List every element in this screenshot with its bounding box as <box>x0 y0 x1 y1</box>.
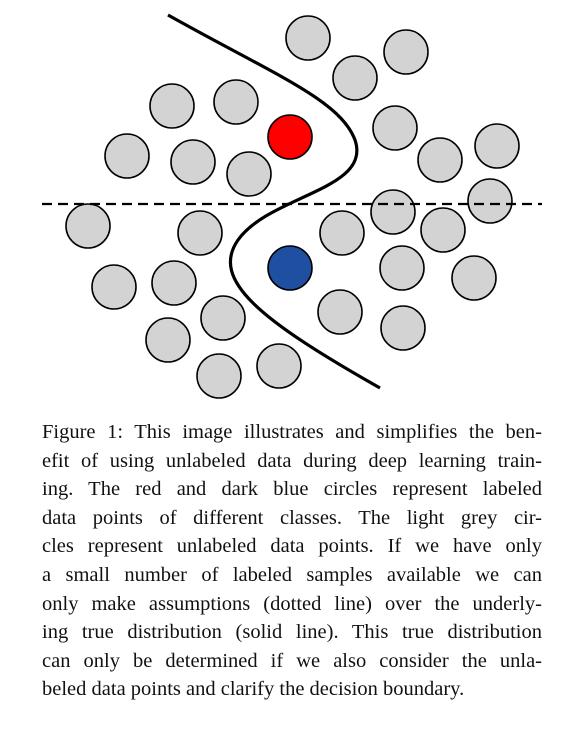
caption-line: a small number of labeled samples availa… <box>42 563 542 586</box>
caption-line: cles represent unlabeled data points. If… <box>42 535 542 558</box>
caption-line: only make assumptions (dotted line) over… <box>42 592 542 615</box>
caption-line: can only be determined if we also consid… <box>42 649 542 672</box>
unlabeled-point <box>151 260 197 306</box>
caption-line: Figure 1: This image illustrates and sim… <box>42 421 542 443</box>
true-boundary-solid-curve <box>167 13 381 390</box>
caption-line: ing true distribution (solid line). This… <box>42 621 542 644</box>
unlabeled-point <box>177 210 223 256</box>
unlabeled-point <box>256 343 302 389</box>
labeled-point-red <box>267 114 313 160</box>
unlabeled-point <box>285 15 331 61</box>
unlabeled-point <box>91 264 137 310</box>
unlabeled-points-group <box>65 15 520 399</box>
unlabeled-point <box>451 255 497 301</box>
caption-line: ing. The red and dark blue circles repre… <box>42 478 542 501</box>
figure-diagram <box>42 13 542 399</box>
unlabeled-point <box>372 105 418 151</box>
unlabeled-point <box>65 203 111 249</box>
unlabeled-point <box>474 123 520 169</box>
unlabeled-point <box>104 133 150 179</box>
unlabeled-point <box>200 295 246 341</box>
unlabeled-point <box>379 245 425 291</box>
unlabeled-point <box>332 55 378 101</box>
unlabeled-point <box>319 210 365 256</box>
unlabeled-point <box>317 289 363 335</box>
unlabeled-point <box>420 207 466 253</box>
unlabeled-point <box>417 137 463 183</box>
unlabeled-point <box>149 83 195 129</box>
unlabeled-point <box>226 151 272 197</box>
unlabeled-point <box>213 79 259 125</box>
unlabeled-point <box>467 178 513 224</box>
unlabeled-point <box>170 139 216 185</box>
unlabeled-point <box>383 29 429 75</box>
caption-line: beled data points and clarify the decisi… <box>42 678 465 701</box>
unlabeled-point <box>145 317 191 363</box>
unlabeled-point <box>196 353 242 399</box>
caption-line: data points of different classes. The li… <box>42 506 542 529</box>
figure-caption: Figure 1: This image illustrates and sim… <box>42 418 542 704</box>
unlabeled-point <box>380 305 426 351</box>
unlabeled-point <box>370 189 416 235</box>
caption-line: efit of using unlabeled data during deep… <box>42 449 542 472</box>
labeled-point-blue <box>267 245 313 291</box>
